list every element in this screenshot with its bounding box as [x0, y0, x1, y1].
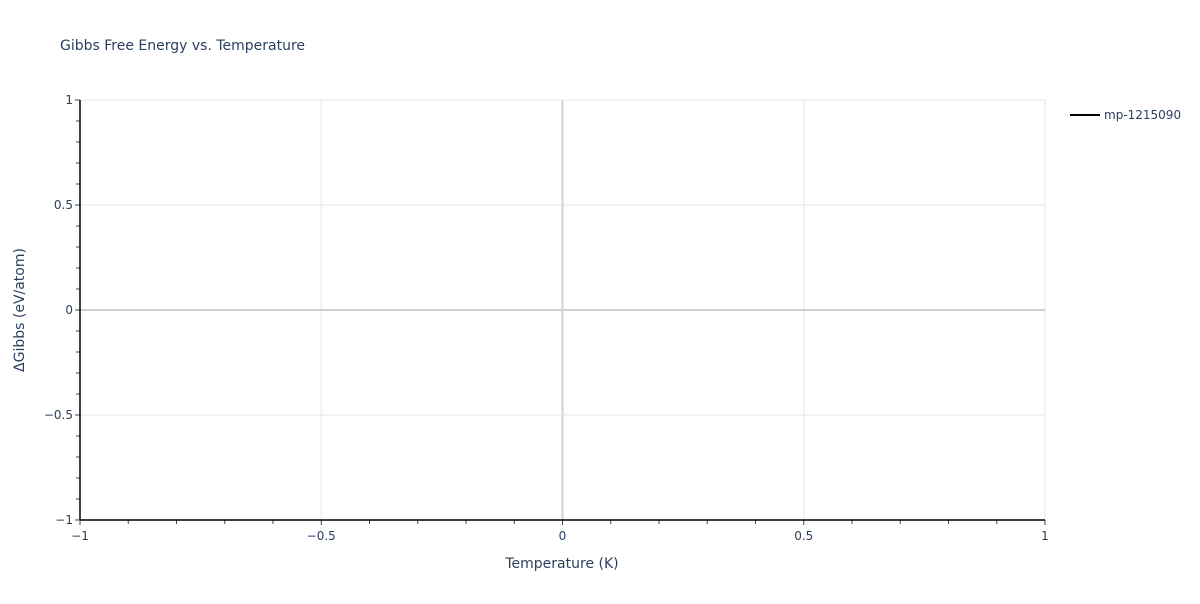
- y-tick-label: 1: [65, 93, 73, 107]
- x-tick-label: 0.5: [794, 529, 813, 543]
- x-tick-label: −1: [71, 529, 89, 543]
- y-tick-label: −1: [55, 513, 73, 527]
- legend[interactable]: mp-1215090: [1070, 108, 1181, 122]
- x-tick-label: 0: [559, 529, 567, 543]
- chart-title: Gibbs Free Energy vs. Temperature: [60, 38, 305, 54]
- y-tick-label: 0: [65, 303, 73, 317]
- x-axis-label: Temperature (K): [504, 556, 618, 572]
- x-tick-label: 1: [1041, 529, 1049, 543]
- legend-label: mp-1215090: [1104, 108, 1181, 122]
- y-tick-label: −0.5: [44, 408, 73, 422]
- y-axis-label: ΔGibbs (eV/atom): [12, 248, 28, 372]
- y-tick-label: 0.5: [54, 198, 73, 212]
- x-tick-label: −0.5: [307, 529, 336, 543]
